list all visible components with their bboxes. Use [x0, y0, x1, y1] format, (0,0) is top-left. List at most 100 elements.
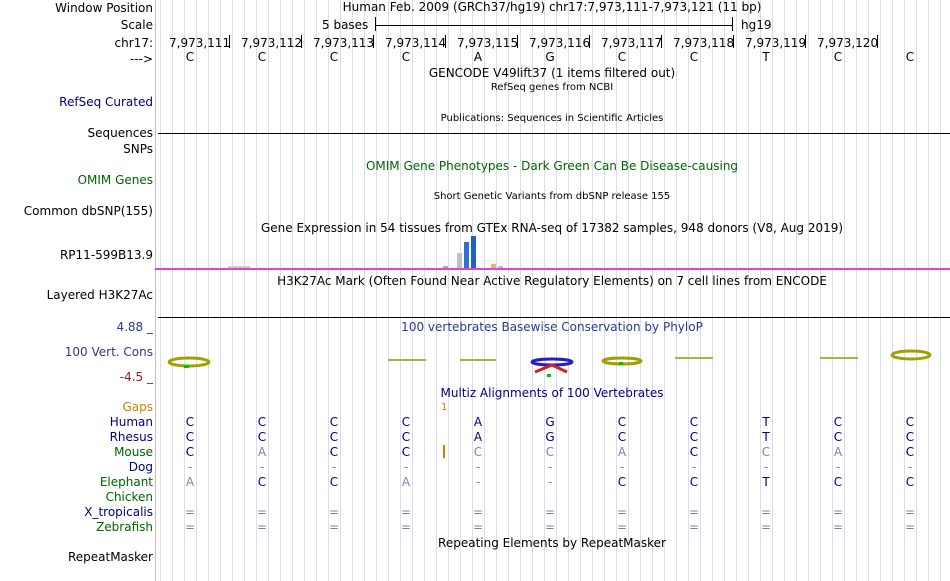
aligned-base: C	[833, 415, 843, 429]
aligned-base: C	[257, 430, 267, 444]
gencode-track-title[interactable]: GENCODE V49lift37 (1 items filtered out)	[428, 66, 676, 80]
ruler-tick	[301, 35, 302, 48]
cons-logo-a	[534, 363, 568, 374]
snps-track-label[interactable]: SNPs	[123, 142, 153, 156]
gtex-bar-blue-1	[464, 242, 469, 268]
grid-line	[340, 0, 341, 581]
window-position-label: Window Position	[55, 1, 153, 15]
dbsnp-track-title[interactable]: Short Genetic Variants from dbSNP releas…	[433, 191, 671, 202]
dbsnp-track-label[interactable]: Common dbSNP(155)	[23, 204, 153, 218]
grid-line	[700, 0, 701, 581]
aligned-base: C	[329, 430, 339, 444]
grid-line	[640, 0, 641, 581]
aligned-base: C	[617, 475, 627, 489]
grid-line	[532, 0, 533, 581]
aligned-base: C	[257, 475, 267, 489]
grid-line	[928, 0, 929, 581]
species-label-elephant[interactable]: Elephant	[99, 475, 153, 489]
grid-line	[556, 0, 557, 581]
grid-line	[412, 0, 413, 581]
aligned-base: C	[257, 415, 267, 429]
aligned-base: =	[400, 505, 412, 519]
cons-track-title[interactable]: 100 vertebrates Basewise Conservation by…	[401, 320, 703, 334]
repeatmasker-track-title[interactable]: Repeating Elements by RepeatMasker	[438, 536, 666, 550]
ruler-tick	[877, 35, 878, 48]
gaps-track-label[interactable]: Gaps	[122, 400, 153, 414]
grid-line	[208, 0, 209, 581]
omim-track-title[interactable]: OMIM Gene Phenotypes - Dark Green Can Be…	[365, 159, 739, 173]
multiz-track-title[interactable]: Multiz Alignments of 100 Vertebrates	[440, 386, 664, 400]
aligned-base: A	[473, 430, 483, 444]
grid-line	[244, 0, 245, 581]
gtex-track-label[interactable]: RP11-599B13.9	[59, 248, 153, 262]
sequences-track-label[interactable]: Sequences	[87, 126, 153, 140]
grid-line	[160, 0, 161, 581]
grid-line	[592, 0, 593, 581]
ruler-tick	[517, 35, 518, 48]
ruler-position-label: 7,973,120	[817, 36, 879, 50]
grid-line	[724, 0, 725, 581]
ruler-tick	[733, 35, 734, 48]
h3k27ac-track-label[interactable]: Layered H3K27Ac	[46, 288, 153, 302]
repeatmasker-track-label[interactable]: RepeatMasker	[67, 550, 153, 564]
aligned-base: T	[762, 475, 770, 489]
gtex-bar-tiny-4	[498, 266, 503, 268]
species-label-x_tropicalis[interactable]: X_tropicalis	[84, 505, 153, 519]
reference-base: C	[401, 50, 411, 64]
grid-line	[196, 0, 197, 581]
species-label-zebrafish[interactable]: Zebrafish	[96, 520, 153, 534]
species-label-chicken[interactable]: Chicken	[105, 490, 153, 504]
aligned-base: -	[547, 460, 553, 474]
grid-line	[940, 0, 941, 581]
aligned-base: C	[401, 415, 411, 429]
strand-label: --->	[129, 52, 153, 66]
cons-logo-line-4	[820, 357, 858, 359]
aligned-base: G	[545, 430, 555, 444]
aligned-base: =	[400, 520, 412, 534]
grid-line	[388, 0, 389, 581]
grid-line	[268, 0, 269, 581]
assembly-position-text: Human Feb. 2009 (GRCh37/hg19) chr17:7,97…	[342, 0, 762, 14]
gtex-track-title[interactable]: Gene Expression in 54 tissues from GTEx …	[260, 221, 844, 235]
grid-line	[844, 0, 845, 581]
gtex-separator	[155, 268, 950, 270]
grid-line	[628, 0, 629, 581]
refseq-track-label[interactable]: RefSeq Curated	[59, 95, 153, 109]
aligned-base: A	[473, 415, 483, 429]
grid-line	[436, 0, 437, 581]
gtex-bar-tiny-2	[443, 266, 448, 268]
aligned-base: -	[475, 460, 481, 474]
aligned-base: C	[617, 430, 627, 444]
cons-logo-c-1	[167, 356, 211, 368]
grid-line	[424, 0, 425, 581]
aligned-base: C	[905, 445, 915, 459]
species-label-mouse[interactable]: Mouse	[114, 445, 153, 459]
grid-line	[472, 0, 473, 581]
aligned-base: A	[401, 475, 411, 489]
reference-base: A	[473, 50, 483, 64]
aligned-base: C	[473, 445, 483, 459]
grid-line	[880, 0, 881, 581]
species-label-human[interactable]: Human	[109, 415, 153, 429]
grid-line	[364, 0, 365, 581]
sequences-separator	[158, 133, 950, 134]
cons-logo-mark-3	[619, 362, 623, 365]
ruler-position-label: 7,973,117	[601, 36, 663, 50]
grid-line	[316, 0, 317, 581]
grid-line	[832, 0, 833, 581]
aligned-base: =	[328, 520, 340, 534]
aligned-base: C	[185, 415, 195, 429]
species-label-dog[interactable]: Dog	[128, 460, 153, 474]
cons-track-label[interactable]: 100 Vert. Cons	[64, 345, 153, 359]
cons-scale-max: 4.88 _	[116, 320, 153, 334]
aligned-base: C	[905, 430, 915, 444]
refseq-track-title[interactable]: RefSeq genes from NCBI	[490, 82, 614, 93]
h3k27ac-track-title[interactable]: H3K27Ac Mark (Often Found Near Active Re…	[277, 274, 827, 288]
species-label-rhesus[interactable]: Rhesus	[109, 430, 153, 444]
omim-track-label[interactable]: OMIM Genes	[77, 173, 153, 187]
ruler-tick	[373, 35, 374, 48]
publications-track-title[interactable]: Publications: Sequences in Scientific Ar…	[440, 113, 664, 124]
aligned-base: -	[691, 460, 697, 474]
grid-line	[856, 0, 857, 581]
aligned-base: C	[617, 415, 627, 429]
